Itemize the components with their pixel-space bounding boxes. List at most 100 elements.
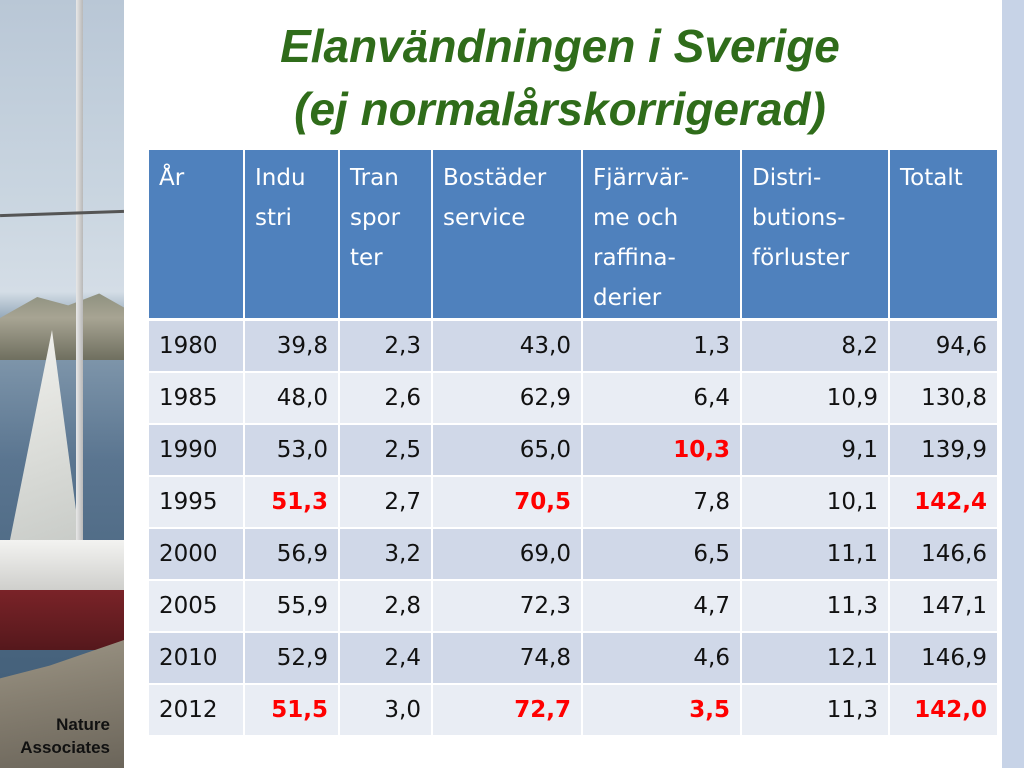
- value-cell: 43,0: [432, 319, 583, 373]
- table-row: 1980 39,8 2,3 43,0 1,3 8,2 94,6: [149, 319, 997, 373]
- table-row: 1995 51,3 2,7 70,5 7,8 10,1 142,4: [149, 475, 997, 529]
- value-cell: 48,0: [244, 371, 340, 425]
- value-cell: 2,4: [339, 631, 433, 685]
- value-cell: 52,9: [244, 631, 340, 685]
- value-cell: 94,6: [889, 319, 997, 373]
- table-row: 2012 51,5 3,0 72,7 3,5 11,3 142,0: [149, 683, 997, 737]
- value-cell: 2,8: [339, 579, 433, 633]
- photo-credit-line2: Associates: [20, 738, 110, 757]
- column-header-line: Totalt: [900, 165, 963, 191]
- value-cell: 72,3: [432, 579, 583, 633]
- value-cell: 11,3: [741, 683, 890, 737]
- column-header-line: spor: [350, 205, 401, 231]
- year-cell: 2005: [149, 579, 245, 633]
- year-cell: 1980: [149, 319, 245, 373]
- value-cell: 39,8: [244, 319, 340, 373]
- table-header-row: År Indu stri Tran spor ter Bostäder service Fjär…: [149, 150, 997, 321]
- mast-shape: [76, 0, 83, 560]
- value-cell: 6,4: [582, 371, 742, 425]
- value-cell: 53,0: [244, 423, 340, 477]
- table-header: År Indu stri Tran spor ter Bostäder service Fjär…: [149, 150, 997, 321]
- column-header-line: raffina-: [593, 245, 676, 271]
- sailboat-photo: [0, 0, 124, 768]
- column-header-line: Distri-: [752, 165, 822, 191]
- value-cell: 142,0: [889, 683, 997, 737]
- column-header-line: butions-: [752, 205, 846, 231]
- value-cell: 56,9: [244, 527, 340, 581]
- table-row: 2000 56,9 3,2 69,0 6,5 11,1 146,6: [149, 527, 997, 581]
- hull-shape: [0, 590, 124, 650]
- value-cell: 10,1: [741, 475, 890, 529]
- photo-credit-line1: Nature: [56, 715, 110, 734]
- value-cell: 8,2: [741, 319, 890, 373]
- column-header-line: Bostäder: [443, 165, 547, 191]
- column-header: Fjärrvär-me och raffina-derier: [582, 150, 742, 321]
- table-row: 2010 52,9 2,4 74,8 4,6 12,1 146,9: [149, 631, 997, 685]
- value-cell: 9,1: [741, 423, 890, 477]
- value-cell: 2,3: [339, 319, 433, 373]
- column-header: År: [149, 150, 245, 321]
- value-cell: 3,5: [582, 683, 742, 737]
- year-cell: 1995: [149, 475, 245, 529]
- column-header-line: Indu: [255, 165, 306, 191]
- column-header-line: Fjärrvär-: [593, 165, 690, 191]
- column-header-line: derier: [593, 285, 662, 311]
- value-cell: 10,9: [741, 371, 890, 425]
- column-header: Tran spor ter: [339, 150, 433, 321]
- electricity-table: År Indu stri Tran spor ter Bostäder service Fjär…: [149, 150, 997, 737]
- sail-shape: [10, 330, 80, 540]
- value-cell: 70,5: [432, 475, 583, 529]
- value-cell: 2,7: [339, 475, 433, 529]
- column-header-line: År: [159, 165, 185, 191]
- column-header: Distri-butions-förluster: [741, 150, 890, 321]
- column-header-line: ter: [350, 245, 383, 271]
- value-cell: 11,1: [741, 527, 890, 581]
- column-header: Totalt: [889, 150, 997, 321]
- value-cell: 146,6: [889, 527, 997, 581]
- table-row: 2005 55,9 2,8 72,3 4,7 11,3 147,1: [149, 579, 997, 633]
- value-cell: 3,2: [339, 527, 433, 581]
- column-header-line: service: [443, 205, 526, 231]
- value-cell: 65,0: [432, 423, 583, 477]
- value-cell: 139,9: [889, 423, 997, 477]
- rocks-shape: [0, 293, 124, 360]
- value-cell: 11,3: [741, 579, 890, 633]
- column-header-line: stri: [255, 205, 292, 231]
- value-cell: 69,0: [432, 527, 583, 581]
- value-cell: 55,9: [244, 579, 340, 633]
- value-cell: 74,8: [432, 631, 583, 685]
- column-header-line: förluster: [752, 245, 850, 271]
- value-cell: 146,9: [889, 631, 997, 685]
- year-cell: 2012: [149, 683, 245, 737]
- year-cell: 1985: [149, 371, 245, 425]
- table-body: 1980 39,8 2,3 43,0 1,3 8,2 94,6 1985 48,0 2,6 62,9…: [149, 319, 997, 737]
- column-header-line: Tran: [350, 165, 399, 191]
- table-row: 1985 48,0 2,6 62,9 6,4 10,9 130,8: [149, 371, 997, 425]
- value-cell: 4,6: [582, 631, 742, 685]
- value-cell: 72,7: [432, 683, 583, 737]
- value-cell: 2,6: [339, 371, 433, 425]
- value-cell: 3,0: [339, 683, 433, 737]
- column-header: Bostäder service: [432, 150, 583, 321]
- value-cell: 7,8: [582, 475, 742, 529]
- column-header: Indu stri: [244, 150, 340, 321]
- rigging-line: [0, 209, 124, 218]
- value-cell: 4,7: [582, 579, 742, 633]
- right-accent-bar: [1002, 0, 1024, 768]
- year-cell: 2010: [149, 631, 245, 685]
- value-cell: 51,3: [244, 475, 340, 529]
- slide-subtitle: (ej normalårskorrigerad): [294, 83, 826, 135]
- value-cell: 62,9: [432, 371, 583, 425]
- value-cell: 142,4: [889, 475, 997, 529]
- year-cell: 2000: [149, 527, 245, 581]
- value-cell: 130,8: [889, 371, 997, 425]
- value-cell: 51,5: [244, 683, 340, 737]
- slide-title: Elanvändningen i Sverige: [280, 20, 840, 72]
- column-header-line: me och: [593, 205, 679, 231]
- year-cell: 1990: [149, 423, 245, 477]
- value-cell: 10,3: [582, 423, 742, 477]
- value-cell: 6,5: [582, 527, 742, 581]
- value-cell: 2,5: [339, 423, 433, 477]
- value-cell: 1,3: [582, 319, 742, 373]
- hull-deck-shape: [0, 540, 124, 590]
